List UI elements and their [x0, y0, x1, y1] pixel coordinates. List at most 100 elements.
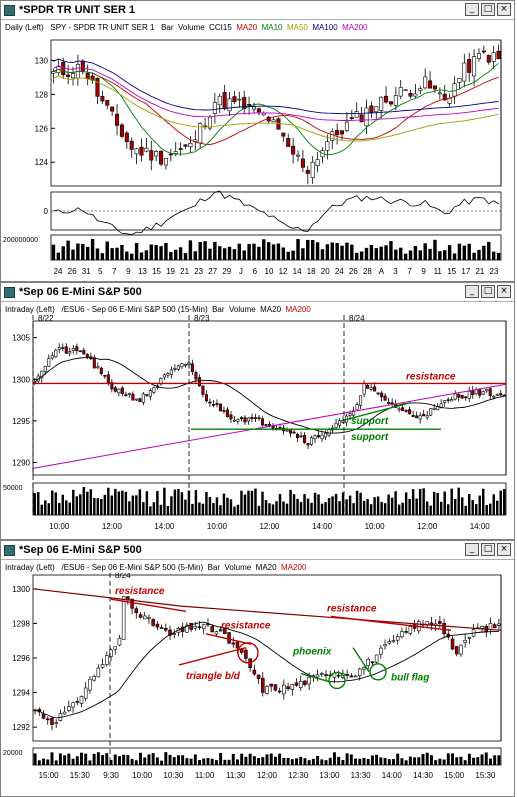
volume-bar	[208, 497, 212, 515]
resistance-label: resistance	[221, 621, 271, 632]
volume-bar	[180, 492, 184, 515]
ma200-line	[32, 588, 502, 631]
price-bar-body	[335, 130, 340, 136]
x-tick-label: 15:00	[444, 771, 465, 780]
volume-bar	[413, 757, 417, 765]
volume-bar	[72, 489, 75, 515]
x-tick-label: 7	[407, 267, 412, 276]
volume-bar	[488, 758, 492, 765]
price-bar-body	[380, 392, 384, 398]
price-bar-body	[236, 419, 240, 422]
volume-bar	[37, 760, 41, 765]
volume-bar	[168, 754, 172, 765]
price-bar-body	[369, 387, 373, 390]
close-button[interactable]: ×	[497, 3, 511, 16]
volume-bar	[331, 496, 334, 515]
volume-bar	[237, 243, 242, 260]
volume-bar	[254, 488, 257, 515]
volume-bar	[51, 244, 56, 260]
volume-bar	[301, 248, 305, 260]
volume-bar	[261, 491, 264, 515]
volume-bar	[265, 754, 269, 765]
volume-bar	[383, 758, 387, 765]
volume-bar	[222, 248, 227, 260]
minimize-button[interactable]: _	[465, 3, 479, 16]
volume-bar	[434, 760, 438, 765]
volume-bar	[460, 497, 464, 515]
price-bar-body	[271, 425, 275, 429]
volume-bar	[320, 249, 325, 260]
volume-bar	[126, 755, 130, 765]
volume-bar	[324, 502, 327, 515]
x-tick-label: 23	[194, 267, 203, 276]
volume-bar	[281, 247, 286, 260]
price-bar-body	[366, 384, 370, 389]
price-bar-body	[183, 144, 188, 147]
spy-window-titlebar[interactable]: *SPDR TR UNIT SER 1 _ □ ×	[1, 1, 514, 20]
volume-bar	[354, 758, 358, 765]
volume-bar	[275, 501, 278, 515]
y-tick-label: 1296	[12, 654, 30, 663]
x-tick-label: 31	[82, 267, 91, 276]
maximize-button[interactable]: □	[481, 3, 495, 16]
volume-bar	[231, 753, 235, 765]
volume-bar	[496, 500, 499, 515]
sub-symbol: SPY - SPDR TR UNIT SER 1	[50, 23, 155, 32]
price-bar-body	[488, 388, 492, 396]
price-bar-body	[121, 595, 126, 640]
volume-bar	[86, 491, 89, 515]
volume-bar	[278, 753, 282, 765]
price-bar-body	[243, 417, 247, 423]
price-bar-body	[50, 717, 54, 725]
volume-bar	[58, 753, 62, 765]
price-bar-body	[43, 366, 47, 372]
x-tick-label: 18	[307, 267, 316, 276]
maximize-button[interactable]: □	[481, 543, 495, 556]
y-tick-label: 1295	[12, 417, 30, 426]
price-bar-body	[197, 626, 202, 629]
price-bar-body	[269, 683, 273, 687]
minimize-button[interactable]: _	[465, 543, 479, 556]
x-tick-label: 12:30	[288, 771, 309, 780]
volume-bar	[310, 239, 315, 260]
price-bar-body	[374, 654, 379, 663]
es15-window-titlebar[interactable]: *Sep 06 E-Mini S&P 500 _ □ ×	[1, 283, 514, 302]
price-bar-body	[47, 358, 51, 367]
volume-bar	[51, 490, 54, 515]
es5-window-titlebar[interactable]: *Sep 06 E-Mini S&P 500 _ □ ×	[1, 541, 514, 560]
volume-bar	[415, 498, 418, 515]
price-bar-body	[450, 399, 454, 402]
price-bar-body	[194, 372, 198, 380]
price-bar-body	[348, 413, 352, 416]
price-bar-body	[190, 363, 194, 372]
close-button[interactable]: ×	[497, 543, 511, 556]
price-bar-body	[497, 623, 501, 626]
price-bar-body	[227, 632, 231, 644]
maximize-button[interactable]: □	[481, 285, 495, 298]
volume-bar	[459, 756, 463, 765]
price-bar-body	[40, 370, 44, 379]
price-bar-body	[100, 664, 105, 668]
volume-bar	[67, 753, 71, 765]
support-label: support	[351, 432, 389, 443]
price-bar-body	[463, 639, 467, 643]
volume-bar	[172, 757, 176, 765]
price-bar-body	[217, 95, 222, 106]
price-bar-body	[373, 386, 377, 392]
volume-bar	[443, 491, 446, 515]
price-bar-body	[390, 402, 394, 405]
minimize-button[interactable]: _	[465, 285, 479, 298]
volume-bar	[425, 752, 429, 765]
price-bar-body	[120, 387, 124, 395]
volume-bar	[210, 758, 214, 765]
price-bar-body	[305, 169, 310, 174]
price-bar-body	[306, 443, 310, 446]
price-bar-body	[478, 389, 482, 396]
close-button[interactable]: ×	[497, 285, 511, 298]
volume-bar	[242, 250, 246, 260]
price-panel-frame	[32, 574, 502, 742]
volume-bar	[142, 502, 145, 515]
volume-bar	[264, 500, 268, 515]
volume-bar	[191, 503, 194, 515]
volume-bar	[282, 757, 286, 765]
